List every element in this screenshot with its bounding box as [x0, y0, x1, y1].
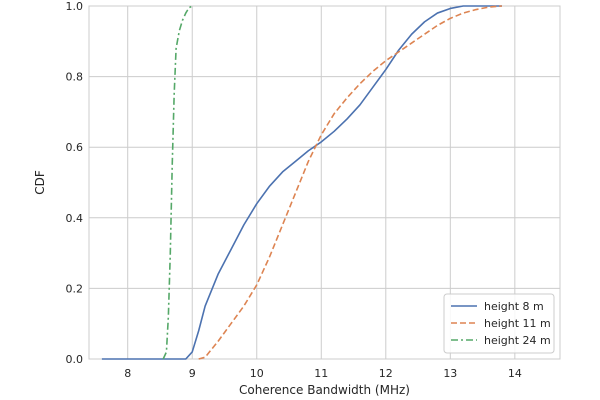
x-tick-label: 8 [124, 367, 131, 380]
x-tick-label: 12 [379, 367, 393, 380]
legend-entry-label: height 11 m [484, 317, 551, 330]
legend-box [443, 293, 555, 354]
series-line-2 [198, 5, 502, 360]
x-tick-label: 10 [250, 367, 264, 380]
tick-labels: 8 9 10 11 12 13 14 0.0 0.2 0.4 0.6 0.8 1.0 [66, 0, 522, 380]
y-tick-label: 0.6 [66, 141, 84, 154]
legend-entry-label: height 24 m [484, 334, 551, 347]
series-line-3 [162, 5, 193, 360]
legend: height 8 m height 11 m height 24 m [443, 293, 555, 354]
plot-frame [88, 5, 561, 360]
y-tick-label: 0.2 [66, 282, 84, 295]
x-tick-label: 14 [508, 367, 522, 380]
y-tick-label: 0.0 [66, 353, 84, 366]
y-tick-label: 1.0 [66, 0, 84, 13]
series-layer [101, 5, 502, 360]
x-axis-label: Coherence Bandwidth (MHz) [239, 383, 410, 397]
y-tick-label: 0.4 [66, 212, 84, 225]
y-axis-label: CDF [33, 170, 47, 195]
x-tick-label: 9 [189, 367, 196, 380]
x-tick-label: 13 [443, 367, 457, 380]
y-tick-label: 0.8 [66, 71, 84, 84]
x-tick-label: 11 [314, 367, 328, 380]
legend-entry-label: height 8 m [484, 300, 544, 313]
